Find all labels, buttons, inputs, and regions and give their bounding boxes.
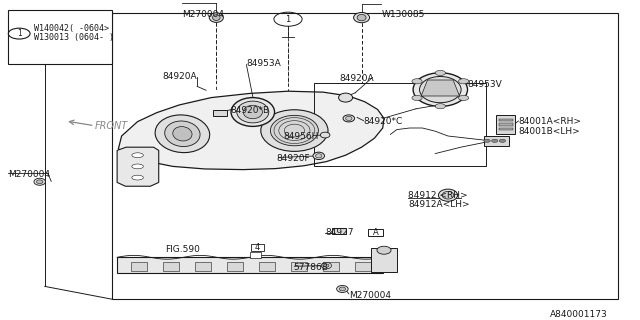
Text: 84920*C: 84920*C — [364, 117, 403, 126]
Bar — [332, 228, 346, 234]
Circle shape — [458, 95, 468, 100]
Circle shape — [435, 104, 445, 109]
Circle shape — [458, 79, 468, 84]
Bar — [112, 13, 618, 299]
Circle shape — [435, 70, 445, 76]
Ellipse shape — [36, 180, 43, 184]
Circle shape — [499, 139, 506, 142]
Bar — [250, 252, 261, 258]
Text: A840001173: A840001173 — [550, 310, 608, 319]
Bar — [355, 262, 371, 271]
Ellipse shape — [442, 191, 454, 199]
Text: 84953A: 84953A — [246, 60, 281, 68]
Ellipse shape — [324, 264, 329, 267]
Text: 84920*B: 84920*B — [230, 106, 269, 115]
Bar — [496, 115, 515, 134]
Text: 84927: 84927 — [325, 228, 354, 237]
Text: 84001A<RH>: 84001A<RH> — [518, 117, 581, 126]
Ellipse shape — [413, 73, 467, 106]
Bar — [323, 262, 339, 271]
Bar — [484, 136, 509, 146]
Ellipse shape — [339, 93, 353, 102]
Ellipse shape — [337, 285, 348, 292]
Circle shape — [412, 79, 422, 84]
Circle shape — [484, 139, 490, 142]
Ellipse shape — [377, 246, 391, 254]
Circle shape — [492, 139, 498, 142]
Text: M270004: M270004 — [8, 170, 50, 179]
Ellipse shape — [164, 121, 200, 147]
Ellipse shape — [209, 13, 223, 22]
Text: A: A — [373, 228, 378, 237]
Text: 84912A<LH>: 84912A<LH> — [408, 200, 470, 209]
Text: 84953V: 84953V — [467, 80, 502, 89]
Bar — [8, 10, 112, 64]
Bar — [163, 262, 179, 271]
Text: M270004: M270004 — [349, 291, 391, 300]
Text: FIG.590: FIG.590 — [165, 245, 200, 254]
Circle shape — [412, 95, 422, 100]
Bar — [131, 262, 147, 271]
Ellipse shape — [132, 164, 143, 169]
Text: 84920A: 84920A — [339, 74, 374, 83]
Ellipse shape — [271, 116, 319, 146]
Ellipse shape — [212, 15, 220, 20]
Text: 84920A: 84920A — [162, 72, 196, 81]
Ellipse shape — [343, 115, 355, 122]
Text: W130085: W130085 — [381, 10, 425, 19]
Ellipse shape — [132, 175, 143, 180]
Text: FRONT: FRONT — [95, 121, 128, 131]
Bar — [499, 119, 513, 121]
Ellipse shape — [321, 262, 332, 269]
Text: 84956H: 84956H — [283, 132, 318, 141]
Ellipse shape — [173, 127, 192, 141]
Bar — [251, 244, 264, 251]
Ellipse shape — [34, 178, 45, 185]
Polygon shape — [421, 80, 460, 96]
Polygon shape — [117, 147, 159, 186]
Polygon shape — [118, 91, 384, 170]
Bar — [227, 262, 243, 271]
Ellipse shape — [155, 115, 210, 153]
Ellipse shape — [243, 105, 262, 119]
Text: 84912 <RH>: 84912 <RH> — [408, 191, 468, 200]
Ellipse shape — [321, 132, 330, 138]
Text: 1: 1 — [17, 29, 22, 38]
Bar — [195, 262, 211, 271]
Bar — [368, 229, 383, 236]
Ellipse shape — [438, 189, 458, 201]
Text: 84920F: 84920F — [276, 154, 310, 163]
Text: 1: 1 — [285, 15, 291, 24]
Bar — [213, 110, 227, 116]
FancyBboxPatch shape — [117, 257, 383, 273]
Bar — [291, 262, 307, 271]
Text: 4: 4 — [255, 243, 260, 252]
Bar — [499, 123, 513, 126]
Text: M270004: M270004 — [182, 10, 225, 19]
Ellipse shape — [132, 153, 143, 158]
Ellipse shape — [313, 152, 324, 160]
Bar — [371, 248, 397, 272]
Ellipse shape — [316, 154, 322, 158]
Ellipse shape — [231, 98, 275, 126]
Text: W140042( -0604>: W140042( -0604> — [34, 24, 109, 33]
Ellipse shape — [346, 116, 352, 121]
Ellipse shape — [357, 14, 366, 21]
Ellipse shape — [237, 101, 269, 123]
Ellipse shape — [339, 287, 346, 291]
Text: 57786B: 57786B — [293, 263, 328, 272]
Ellipse shape — [353, 12, 370, 23]
Bar — [499, 128, 513, 130]
Text: 84001B<LH>: 84001B<LH> — [518, 127, 580, 136]
Ellipse shape — [261, 110, 328, 151]
Ellipse shape — [420, 76, 461, 103]
Text: W130013 (0604- ): W130013 (0604- ) — [34, 33, 114, 42]
Bar — [314, 83, 486, 166]
Bar — [259, 262, 275, 271]
